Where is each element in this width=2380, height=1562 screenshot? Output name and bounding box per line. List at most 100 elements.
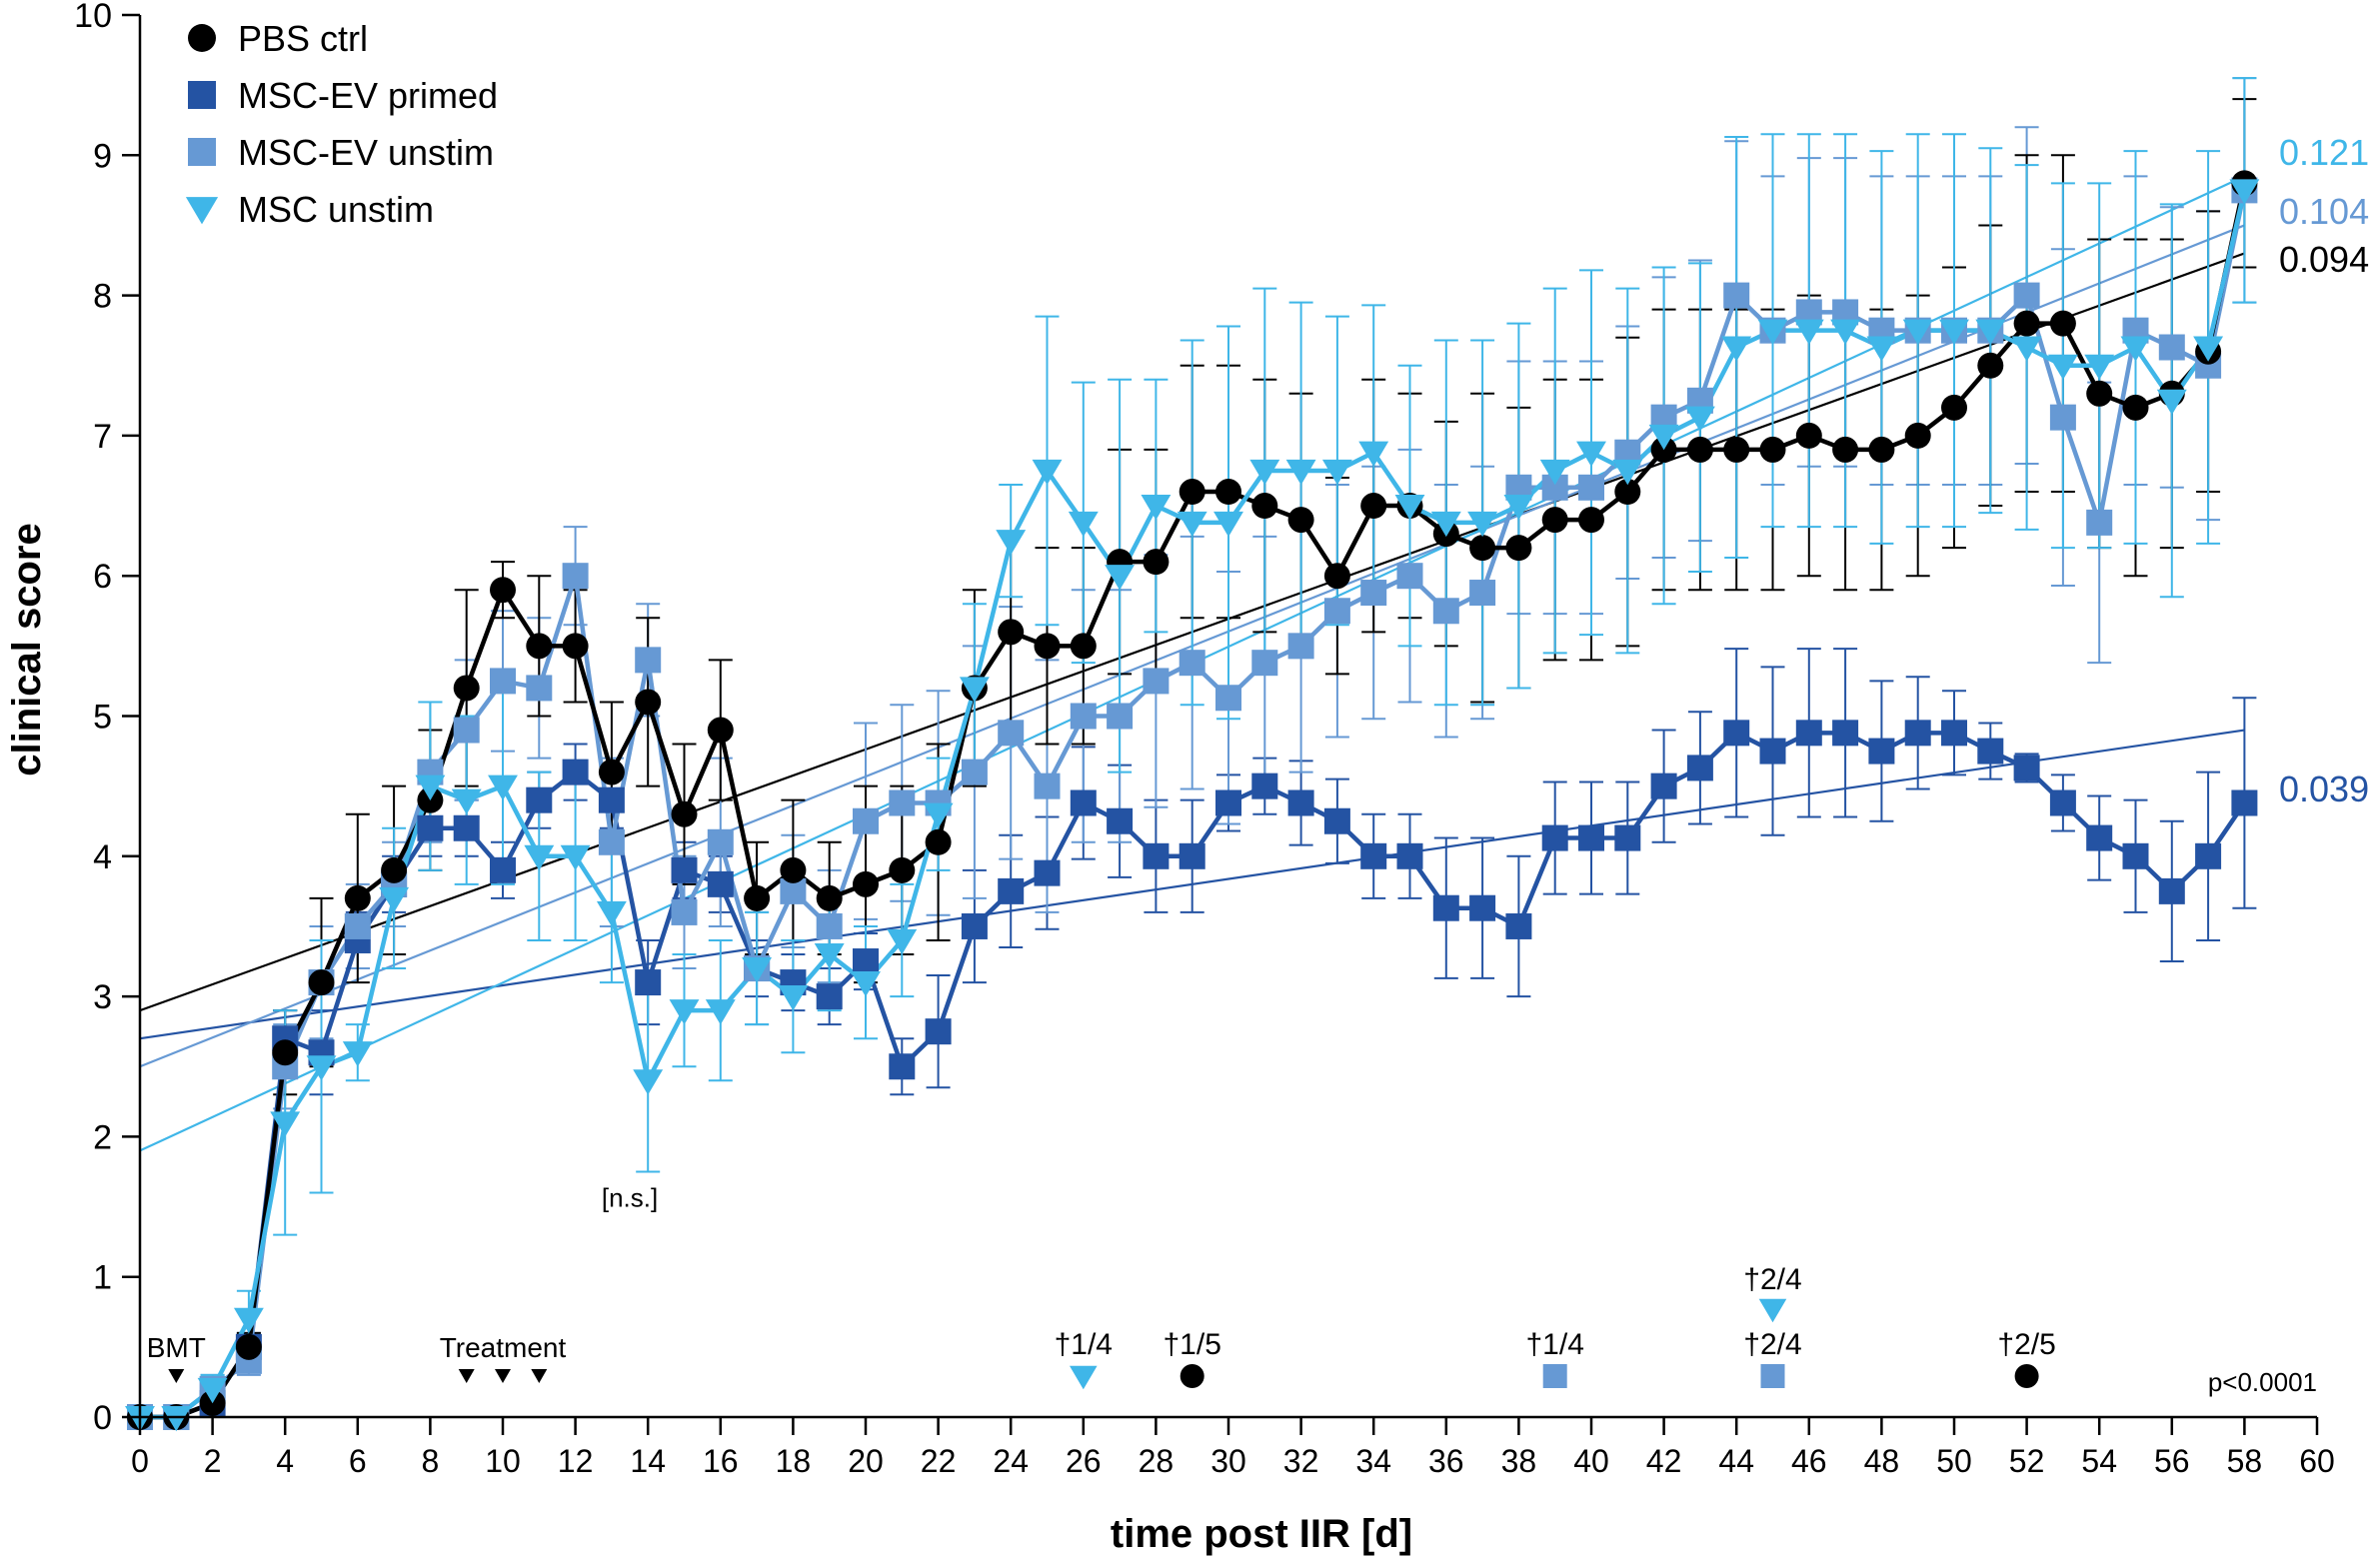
data-point (1469, 894, 1496, 921)
legend-label: MSC-EV primed (238, 75, 498, 116)
data-point (562, 563, 589, 590)
data-point (707, 717, 734, 744)
data-point (2086, 380, 2113, 407)
data-point (2013, 755, 2040, 781)
data-point (635, 969, 662, 996)
data-point (1213, 511, 1243, 538)
data-point (1503, 495, 1534, 521)
data-point (344, 884, 371, 911)
data-point (415, 775, 446, 800)
trend-slope-label: 0.104 (2279, 191, 2369, 232)
data-point (1323, 807, 1350, 834)
data-point (488, 775, 518, 800)
data-point (1977, 738, 2004, 765)
data-point (1215, 789, 1241, 816)
x-tick-label: 18 (776, 1443, 812, 1479)
data-point (816, 983, 843, 1010)
y-tick-label: 1 (93, 1259, 112, 1297)
data-point (1323, 563, 1350, 590)
data-point (2086, 509, 2113, 536)
y-tick-label: 4 (93, 838, 112, 876)
x-tick-label: 8 (422, 1443, 440, 1479)
data-point (560, 844, 591, 871)
data-point (1578, 474, 1604, 501)
data-point (998, 720, 1025, 747)
data-point (2122, 394, 2149, 421)
data-point (996, 530, 1027, 556)
data-point (1941, 720, 1967, 747)
data-point (1287, 789, 1314, 816)
chart-text: clinical score time post IIR [d] (5, 523, 1412, 1556)
data-point (1068, 511, 1099, 538)
y-tick-label: 7 (93, 418, 112, 456)
trend-slope-label: 0.094 (2279, 239, 2369, 280)
x-tick-label: 2 (204, 1443, 222, 1479)
data-point (635, 689, 662, 716)
data-point (889, 856, 916, 883)
axes: 0 2 4 6 8 10 12 14 16 18 20 22 24 26 28 30 32 34 36 38 40 42 4… (74, 0, 2335, 1479)
trend-slope-label: 0.121 (2279, 132, 2369, 173)
data-point (1394, 495, 1425, 521)
data-point (1105, 565, 1136, 591)
data-point (379, 886, 410, 913)
trend-slope-label: 0.039 (2279, 769, 2369, 809)
data-point (598, 828, 625, 855)
x-tick-label: 28 (1139, 1443, 1175, 1479)
data-point (1070, 633, 1097, 660)
death-label: †2/4 (1743, 1328, 1801, 1361)
y-tick-label: 8 (93, 278, 112, 316)
data-point (1285, 459, 1316, 486)
data-point (1904, 422, 1931, 449)
event-arrow-icon (531, 1369, 548, 1383)
data-point (2049, 789, 2076, 816)
x-tick-label: 0 (131, 1443, 149, 1479)
legend-marker-0 (188, 24, 216, 52)
data-point (959, 677, 990, 703)
data-point (1107, 807, 1134, 834)
data-point (853, 870, 879, 897)
data-point (2047, 354, 2078, 381)
data-point (1251, 773, 1278, 799)
y-tick-label: 3 (93, 978, 112, 1016)
annotations: 0.094 0.039 0.104 0.121 [n.s.] p<0.0001 BMT Tre… (147, 132, 2369, 1397)
data-point (1793, 319, 1824, 345)
x-tick-label: 54 (2081, 1443, 2117, 1479)
data-point (744, 884, 771, 911)
data-point (889, 789, 916, 816)
data-point (925, 828, 952, 855)
legend-marker-3 (185, 197, 219, 225)
data-point (197, 1377, 228, 1404)
data-point (998, 619, 1025, 646)
data-point (2231, 789, 2258, 816)
data-point (780, 856, 807, 883)
y-tick-label: 6 (93, 558, 112, 596)
data-point (1143, 549, 1170, 576)
data-point (417, 814, 444, 841)
data-point (381, 856, 408, 883)
data-point (1034, 773, 1061, 799)
data-point (451, 788, 482, 814)
x-tick-label: 16 (703, 1443, 739, 1479)
data-point (1941, 394, 1967, 421)
data-point (2195, 842, 2222, 869)
legend-marker-1 (188, 81, 216, 109)
data-point (1614, 824, 1641, 851)
death-label: †1/5 (1164, 1328, 1221, 1361)
data-point (453, 675, 480, 702)
data-point (2013, 310, 2040, 337)
data-point (1179, 479, 1205, 506)
event-arrow-icon (168, 1369, 185, 1383)
data-point (814, 942, 845, 969)
data-point (2158, 877, 2185, 904)
data-point (306, 1055, 337, 1081)
legend-label: MSC-EV unstim (238, 132, 494, 173)
death-label: †2/4 (1743, 1263, 1801, 1296)
data-point (1832, 436, 1859, 463)
data-point (1323, 598, 1350, 625)
data-point (270, 1111, 301, 1137)
data-point (705, 999, 736, 1025)
data-point (235, 1333, 262, 1360)
data-point (490, 668, 516, 695)
data-point (524, 844, 555, 871)
data-point (1541, 824, 1568, 851)
